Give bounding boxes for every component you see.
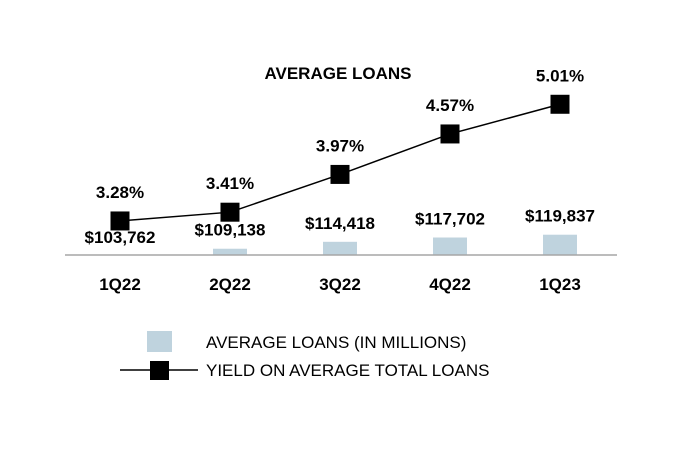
x-tick-label-1q22: 1Q22: [99, 275, 141, 294]
bar-value-label-3q22: $114,418: [305, 214, 375, 233]
yield-value-label-3q22: 3.97%: [316, 136, 364, 155]
bar-1q23: [543, 234, 577, 255]
bar-series: [213, 234, 577, 255]
bar-value-label-2q22: $109,138: [195, 221, 266, 240]
x-tick-label-2q22: 2Q22: [209, 275, 251, 294]
bar-value-label-1q22: $103,762: [85, 228, 156, 247]
yield-value-label-2q22: 3.41%: [206, 174, 254, 193]
yield-line: [119, 103, 561, 222]
bar-value-label-4q22: $117,702: [415, 210, 485, 229]
x-tick-label-1q23: 1Q23: [539, 275, 581, 294]
yield-value-labels: 3.28% 3.41% 3.97% 4.57% 5.01%: [96, 66, 584, 202]
legend-line-label: YIELD ON AVERAGE TOTAL LOANS: [206, 361, 489, 380]
bar-value-labels: $103,762 $109,138 $114,418 $117,702 $119,837: [85, 207, 595, 247]
yield-value-label-1q23: 5.01%: [536, 66, 584, 85]
yield-value-label-1q22: 3.28%: [96, 183, 144, 202]
x-tick-label-3q22: 3Q22: [319, 275, 361, 294]
legend: AVERAGE LOANS (IN MILLIONS) YIELD ON AVE…: [120, 331, 489, 380]
chart-title: AVERAGE LOANS: [264, 64, 411, 83]
legend-bar-swatch: [147, 331, 172, 352]
bar-4q22: [433, 237, 467, 255]
yield-marker-3q22: [330, 164, 350, 184]
bar-2q22: [213, 248, 247, 255]
x-axis-tick-labels: 1Q22 2Q22 3Q22 4Q22 1Q23: [99, 275, 581, 294]
yield-marker-2q22: [220, 202, 240, 222]
bar-value-label-1q23: $119,837: [525, 207, 595, 226]
yield-line-series: [110, 94, 570, 231]
bar-3q22: [323, 241, 357, 255]
legend-marker-swatch: [150, 361, 169, 380]
legend-bar-label: AVERAGE LOANS (IN MILLIONS): [206, 333, 466, 352]
yield-marker-1q22: [110, 211, 130, 231]
yield-marker-1q23: [550, 94, 570, 114]
yield-value-label-4q22: 4.57%: [426, 96, 474, 115]
x-tick-label-4q22: 4Q22: [429, 275, 471, 294]
yield-marker-4q22: [440, 124, 460, 144]
